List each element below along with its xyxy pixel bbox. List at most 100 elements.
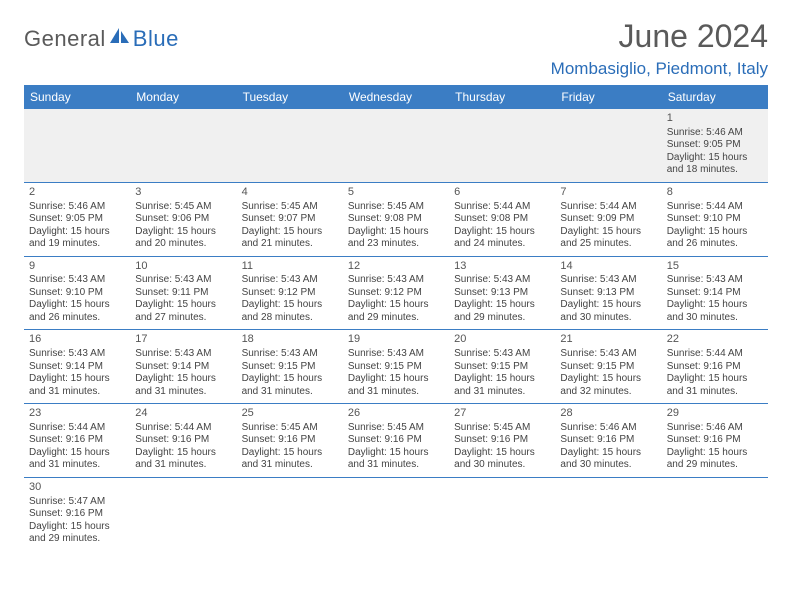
calendar-empty	[343, 109, 449, 182]
sunset-line: Sunset: 9:15 PM	[560, 361, 656, 374]
sunset-line: Sunset: 9:15 PM	[454, 361, 550, 374]
calendar-empty	[237, 109, 343, 182]
sunrise-line: Sunrise: 5:43 AM	[560, 348, 656, 361]
calendar-day: 1Sunrise: 5:46 AMSunset: 9:05 PMDaylight…	[662, 109, 768, 182]
day-number: 19	[348, 333, 444, 347]
sunset-line: Sunset: 9:08 PM	[348, 213, 444, 226]
day-number: 13	[454, 260, 550, 274]
calendar-day: 2Sunrise: 5:46 AMSunset: 9:05 PMDaylight…	[24, 183, 130, 256]
calendar-day: 4Sunrise: 5:45 AMSunset: 9:07 PMDaylight…	[237, 183, 343, 256]
sunset-line: Sunset: 9:06 PM	[135, 213, 231, 226]
dayhead-sunday: Sunday	[24, 85, 130, 109]
sunset-line: Sunset: 9:13 PM	[560, 287, 656, 300]
logo-sail-icon	[109, 26, 131, 44]
sunrise-line: Sunrise: 5:43 AM	[454, 348, 550, 361]
day-number: 15	[667, 260, 763, 274]
sunrise-line: Sunrise: 5:43 AM	[135, 348, 231, 361]
sunrise-line: Sunrise: 5:43 AM	[348, 274, 444, 287]
sunset-line: Sunset: 9:09 PM	[560, 213, 656, 226]
sunrise-line: Sunrise: 5:44 AM	[29, 422, 125, 435]
day-number: 26	[348, 407, 444, 421]
sunset-line: Sunset: 9:11 PM	[135, 287, 231, 300]
daylight-line: Daylight: 15 hours and 20 minutes.	[135, 226, 231, 251]
calendar-day: 27Sunrise: 5:45 AMSunset: 9:16 PMDayligh…	[449, 404, 555, 477]
daylight-line: Daylight: 15 hours and 31 minutes.	[667, 373, 763, 398]
calendar-day: 11Sunrise: 5:43 AMSunset: 9:12 PMDayligh…	[237, 257, 343, 330]
daylight-line: Daylight: 15 hours and 19 minutes.	[29, 226, 125, 251]
calendar-day: 28Sunrise: 5:46 AMSunset: 9:16 PMDayligh…	[555, 404, 661, 477]
day-number: 14	[560, 260, 656, 274]
sunrise-line: Sunrise: 5:44 AM	[667, 348, 763, 361]
sunset-line: Sunset: 9:15 PM	[242, 361, 338, 374]
sunrise-line: Sunrise: 5:43 AM	[29, 274, 125, 287]
day-number: 20	[454, 333, 550, 347]
sunrise-line: Sunrise: 5:43 AM	[242, 274, 338, 287]
daylight-line: Daylight: 15 hours and 31 minutes.	[242, 373, 338, 398]
sunrise-line: Sunrise: 5:43 AM	[560, 274, 656, 287]
daylight-line: Daylight: 15 hours and 30 minutes.	[560, 299, 656, 324]
daylight-line: Daylight: 15 hours and 18 minutes.	[667, 152, 763, 177]
sunrise-line: Sunrise: 5:43 AM	[348, 348, 444, 361]
sunset-line: Sunset: 9:16 PM	[560, 434, 656, 447]
day-header-row: Sunday Monday Tuesday Wednesday Thursday…	[24, 85, 768, 109]
daylight-line: Daylight: 15 hours and 32 minutes.	[560, 373, 656, 398]
calendar-day: 15Sunrise: 5:43 AMSunset: 9:14 PMDayligh…	[662, 257, 768, 330]
daylight-line: Daylight: 15 hours and 31 minutes.	[135, 447, 231, 472]
calendar-empty	[555, 109, 661, 182]
calendar-day: 24Sunrise: 5:44 AMSunset: 9:16 PMDayligh…	[130, 404, 236, 477]
daylight-line: Daylight: 15 hours and 23 minutes.	[348, 226, 444, 251]
calendar-day: 21Sunrise: 5:43 AMSunset: 9:15 PMDayligh…	[555, 330, 661, 403]
sunrise-line: Sunrise: 5:46 AM	[29, 201, 125, 214]
calendar-day: 12Sunrise: 5:43 AMSunset: 9:12 PMDayligh…	[343, 257, 449, 330]
sunset-line: Sunset: 9:16 PM	[454, 434, 550, 447]
calendar-day: 22Sunrise: 5:44 AMSunset: 9:16 PMDayligh…	[662, 330, 768, 403]
calendar-day: 23Sunrise: 5:44 AMSunset: 9:16 PMDayligh…	[24, 404, 130, 477]
calendar-empty	[130, 109, 236, 182]
sunrise-line: Sunrise: 5:46 AM	[560, 422, 656, 435]
daylight-line: Daylight: 15 hours and 31 minutes.	[29, 447, 125, 472]
calendar-day: 8Sunrise: 5:44 AMSunset: 9:10 PMDaylight…	[662, 183, 768, 256]
sunset-line: Sunset: 9:16 PM	[667, 361, 763, 374]
daylight-line: Daylight: 15 hours and 30 minutes.	[454, 447, 550, 472]
dayhead-wednesday: Wednesday	[343, 85, 449, 109]
sunset-line: Sunset: 9:05 PM	[29, 213, 125, 226]
calendar-day: 19Sunrise: 5:43 AMSunset: 9:15 PMDayligh…	[343, 330, 449, 403]
calendar-day: 5Sunrise: 5:45 AMSunset: 9:08 PMDaylight…	[343, 183, 449, 256]
sunrise-line: Sunrise: 5:44 AM	[135, 422, 231, 435]
calendar-day: 29Sunrise: 5:46 AMSunset: 9:16 PMDayligh…	[662, 404, 768, 477]
dayhead-tuesday: Tuesday	[237, 85, 343, 109]
calendar-week: 9Sunrise: 5:43 AMSunset: 9:10 PMDaylight…	[24, 257, 768, 331]
sunset-line: Sunset: 9:10 PM	[667, 213, 763, 226]
calendar-empty	[237, 478, 343, 551]
calendar-week: 2Sunrise: 5:46 AMSunset: 9:05 PMDaylight…	[24, 183, 768, 257]
daylight-line: Daylight: 15 hours and 25 minutes.	[560, 226, 656, 251]
calendar-day: 7Sunrise: 5:44 AMSunset: 9:09 PMDaylight…	[555, 183, 661, 256]
logo: General Blue	[24, 26, 179, 52]
daylight-line: Daylight: 15 hours and 29 minutes.	[29, 521, 125, 546]
day-number: 16	[29, 333, 125, 347]
calendar-day: 17Sunrise: 5:43 AMSunset: 9:14 PMDayligh…	[130, 330, 236, 403]
day-number: 6	[454, 186, 550, 200]
sunrise-line: Sunrise: 5:45 AM	[242, 422, 338, 435]
calendar: Sunday Monday Tuesday Wednesday Thursday…	[24, 85, 768, 551]
daylight-line: Daylight: 15 hours and 31 minutes.	[348, 447, 444, 472]
sunset-line: Sunset: 9:16 PM	[348, 434, 444, 447]
daylight-line: Daylight: 15 hours and 31 minutes.	[135, 373, 231, 398]
calendar-day: 25Sunrise: 5:45 AMSunset: 9:16 PMDayligh…	[237, 404, 343, 477]
logo-text-general: General	[24, 26, 106, 52]
day-number: 18	[242, 333, 338, 347]
day-number: 22	[667, 333, 763, 347]
daylight-line: Daylight: 15 hours and 30 minutes.	[560, 447, 656, 472]
dayhead-friday: Friday	[555, 85, 661, 109]
day-number: 12	[348, 260, 444, 274]
sunrise-line: Sunrise: 5:47 AM	[29, 496, 125, 509]
sunrise-line: Sunrise: 5:43 AM	[135, 274, 231, 287]
sunrise-line: Sunrise: 5:46 AM	[667, 422, 763, 435]
day-number: 10	[135, 260, 231, 274]
day-number: 30	[29, 481, 125, 495]
page-header: General Blue June 2024 Mombasiglio, Pied…	[24, 18, 768, 79]
calendar-empty	[343, 478, 449, 551]
sunset-line: Sunset: 9:12 PM	[242, 287, 338, 300]
calendar-day: 13Sunrise: 5:43 AMSunset: 9:13 PMDayligh…	[449, 257, 555, 330]
day-number: 28	[560, 407, 656, 421]
